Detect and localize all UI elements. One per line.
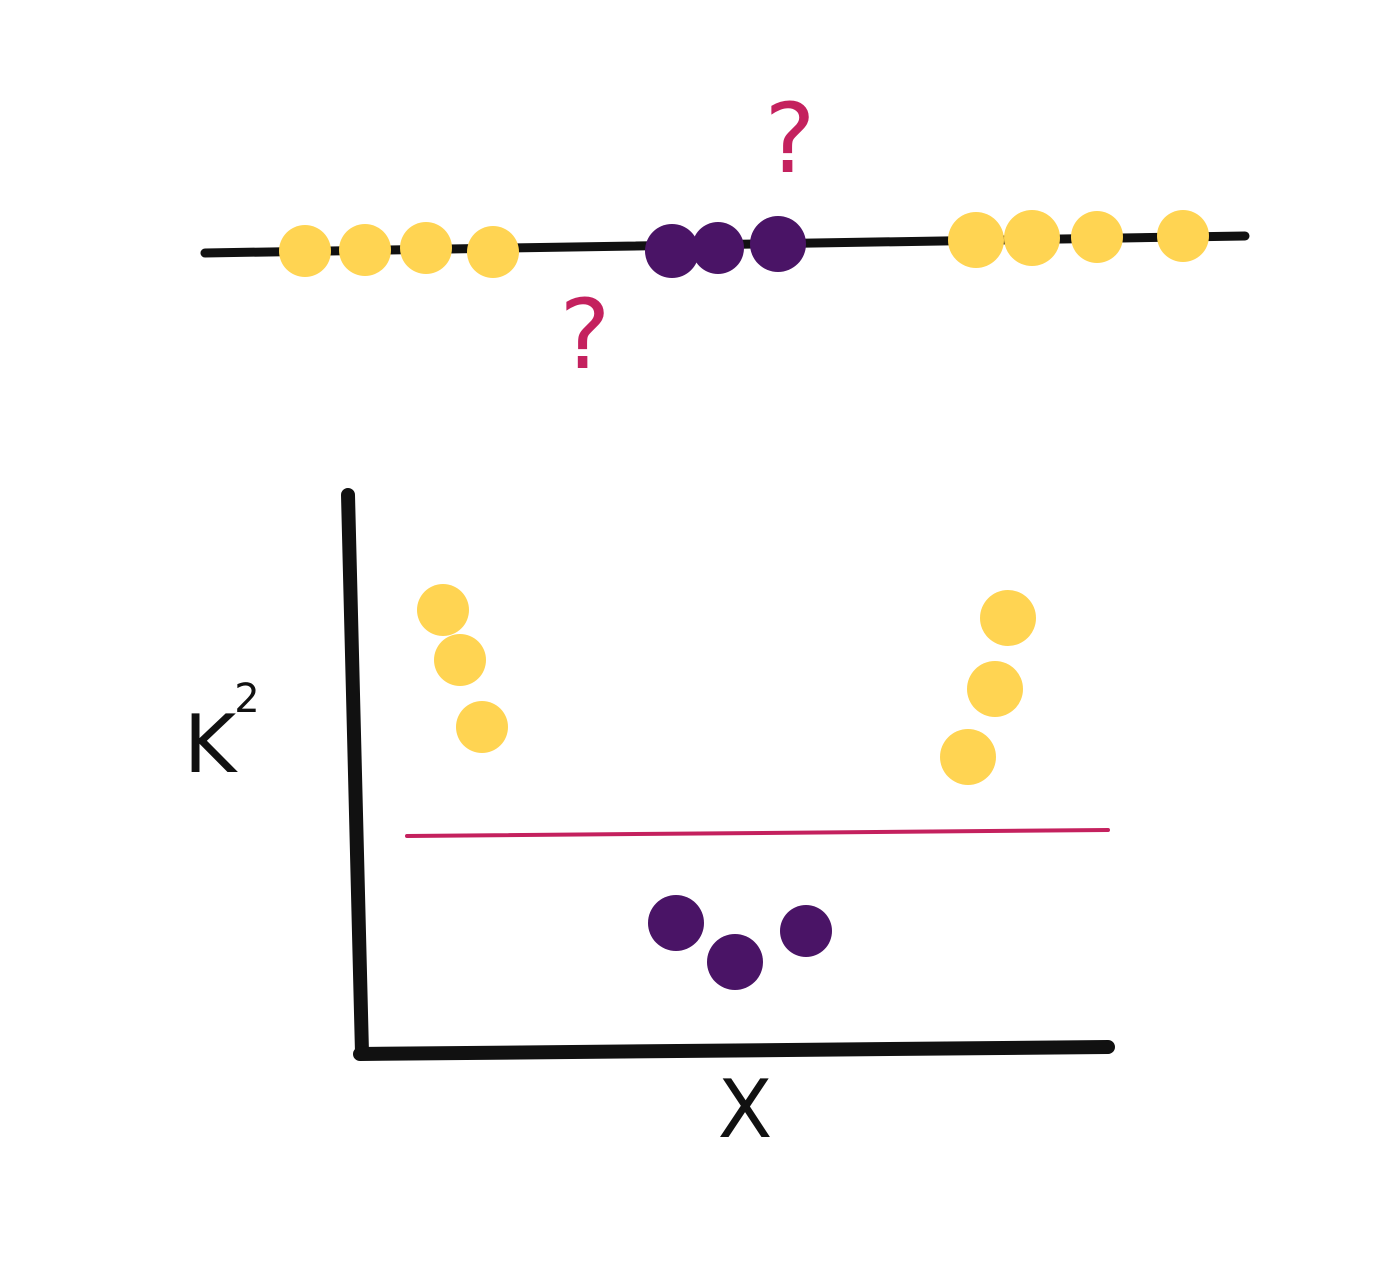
yellow-point — [434, 634, 486, 686]
yellow-point — [417, 584, 469, 636]
number-line-diagram: ? ? — [200, 83, 1250, 391]
x-axis-label: X — [718, 1063, 773, 1156]
feature-space-plot: K 2 X — [184, 488, 1115, 1156]
y-axis-label: K — [184, 698, 239, 791]
yellow-point — [1071, 211, 1123, 263]
y-axis-label-superscript: 2 — [234, 676, 259, 722]
yellow-point — [1004, 210, 1060, 266]
purple-point — [645, 224, 699, 278]
purple-point — [707, 934, 763, 990]
yellow-point — [467, 226, 519, 278]
x-axis — [353, 1040, 1115, 1061]
yellow-point — [456, 701, 508, 753]
separating-line — [405, 828, 1110, 838]
purple-point — [692, 222, 744, 274]
purple-point — [780, 905, 832, 957]
yellow-point — [940, 729, 996, 785]
yellow-point — [967, 661, 1023, 717]
y-axis — [341, 488, 369, 1060]
yellow-point — [948, 212, 1004, 268]
yellow-point — [980, 590, 1036, 646]
question-mark-lower: ? — [560, 279, 611, 391]
question-mark-upper: ? — [765, 83, 816, 195]
purple-point — [648, 895, 704, 951]
yellow-point — [400, 222, 452, 274]
yellow-point — [279, 225, 331, 277]
yellow-point — [1157, 210, 1209, 262]
purple-point — [750, 216, 806, 272]
yellow-point — [339, 224, 391, 276]
